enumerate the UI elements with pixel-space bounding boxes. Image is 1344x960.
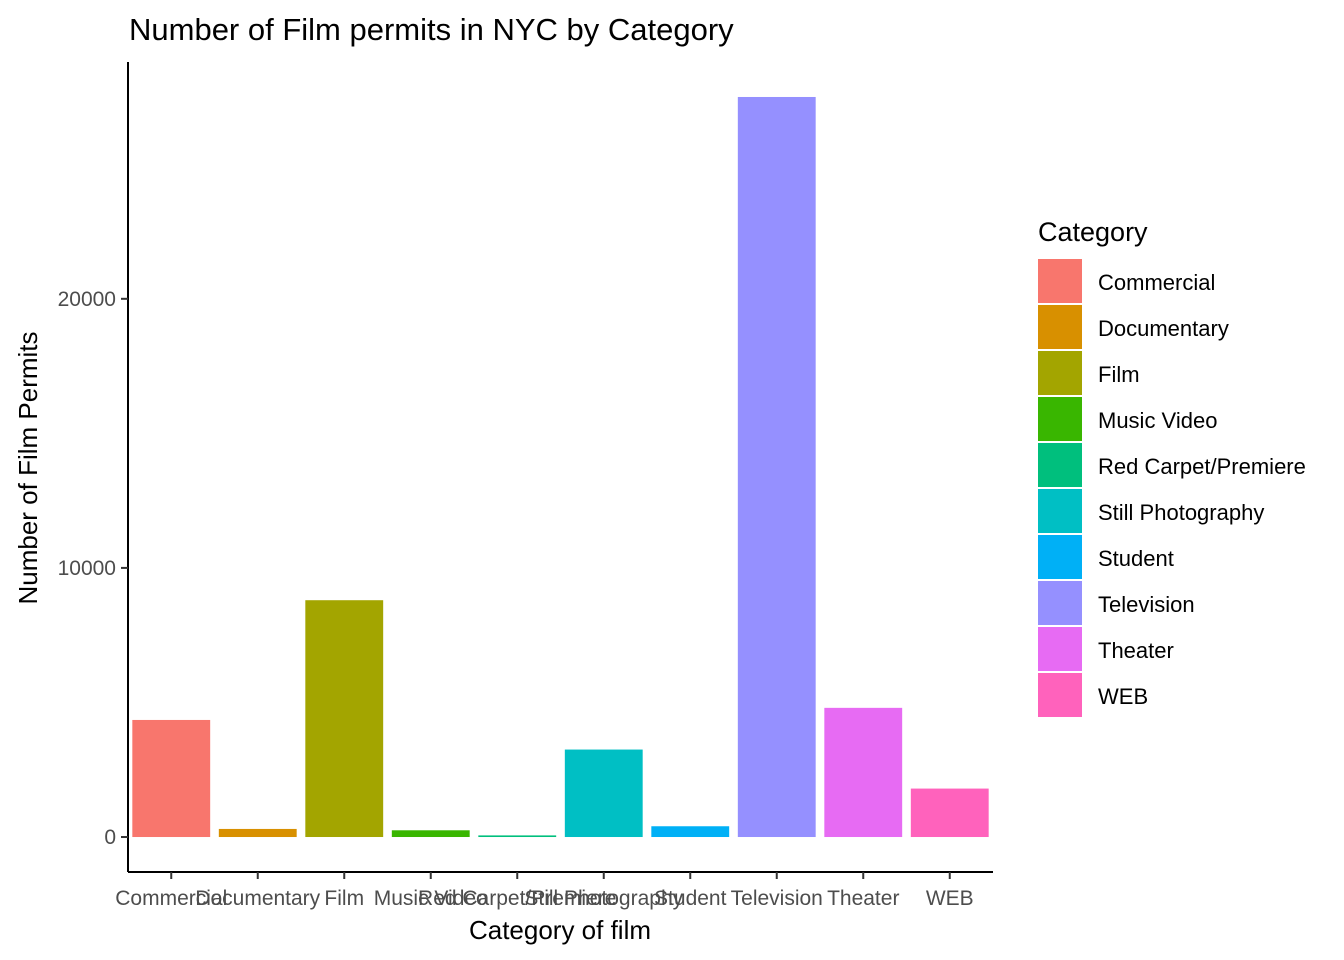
- x-tick-label: Red Carpet/Premiere: [418, 887, 616, 910]
- legend-item: Still Photography: [1038, 489, 1264, 533]
- bar-commercial: [132, 719, 211, 838]
- legend-label: Documentary: [1098, 316, 1229, 341]
- legend-swatch: [1038, 489, 1082, 533]
- legend-label: Television: [1098, 592, 1195, 617]
- y-axis-title: Number of Film Permits: [13, 331, 43, 604]
- y-tick-label: 20000: [58, 288, 116, 311]
- legend-label: Film: [1098, 362, 1140, 387]
- legend-swatch: [1038, 673, 1082, 717]
- legend-label: Theater: [1098, 638, 1174, 663]
- legend-title: Category: [1038, 217, 1148, 247]
- y-tick-label: 0: [104, 826, 116, 849]
- legend-label: Commercial: [1098, 270, 1215, 295]
- chart-title: Number of Film permits in NYC by Categor…: [129, 12, 734, 47]
- bars-group: [132, 96, 989, 838]
- y-axis: 0 10000 20000: [58, 62, 129, 872]
- x-tick-label: Film: [324, 887, 364, 910]
- legend-swatch: [1038, 351, 1082, 395]
- legend-swatch: [1038, 535, 1082, 579]
- bar-documentary: [218, 828, 297, 838]
- legend-item: Television: [1038, 581, 1195, 625]
- x-tick-label: Commercial: [115, 887, 227, 910]
- legend-label: WEB: [1098, 684, 1148, 709]
- legend-swatch: [1038, 305, 1082, 349]
- legend-item: Student: [1038, 535, 1174, 579]
- legend-swatch: [1038, 627, 1082, 671]
- x-tick-label: Documentary: [195, 887, 320, 910]
- bar-television: [737, 96, 816, 838]
- x-tick-label: Theater: [827, 887, 899, 910]
- bar-student: [651, 826, 730, 838]
- legend-label: Red Carpet/Premiere: [1098, 454, 1306, 479]
- legend-swatch: [1038, 259, 1082, 303]
- legend-item: Film: [1038, 351, 1140, 395]
- legend-item: Music Video: [1038, 397, 1217, 441]
- x-tick-label: Television: [731, 887, 823, 910]
- x-tick-label: Still Photography: [524, 887, 683, 910]
- legend-item: Red Carpet/Premiere: [1038, 443, 1306, 487]
- legend-swatch: [1038, 397, 1082, 441]
- legend: Category Commercial Documentary Film Music …: [1038, 217, 1306, 717]
- bar-music-video: [391, 830, 470, 838]
- legend-item: Documentary: [1038, 305, 1229, 349]
- legend-label: Student: [1098, 546, 1174, 571]
- bar-web: [910, 788, 989, 838]
- legend-item: WEB: [1038, 673, 1148, 717]
- x-tick-label: Music Video: [374, 887, 488, 910]
- legend-item: Theater: [1038, 627, 1174, 671]
- bar-theater: [824, 707, 903, 838]
- bar-still-photography: [564, 749, 643, 838]
- legend-swatch: [1038, 581, 1082, 625]
- legend-items: Commercial Documentary Film Music Video Red …: [1038, 259, 1306, 717]
- x-tick-label: WEB: [926, 887, 974, 910]
- x-axis-title: Category of film: [469, 915, 651, 945]
- y-tick-label: 10000: [58, 557, 116, 580]
- bar-red-carpet-premiere: [478, 835, 557, 838]
- legend-item: Commercial: [1038, 259, 1215, 303]
- legend-label: Music Video: [1098, 408, 1217, 433]
- x-tick-label: Student: [654, 887, 727, 910]
- bar-film: [305, 600, 384, 838]
- legend-swatch: [1038, 443, 1082, 487]
- legend-label: Still Photography: [1098, 500, 1264, 525]
